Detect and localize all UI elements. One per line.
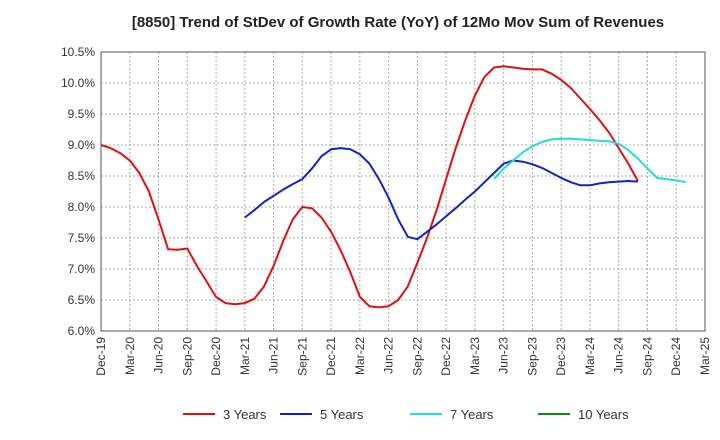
y-tick-label: 9.5% bbox=[68, 107, 96, 121]
x-tick-label: Mar-24 bbox=[583, 337, 597, 375]
grid-lines bbox=[100, 51, 706, 332]
chart-title: [8850] Trend of StDev of Growth Rate (Yo… bbox=[132, 14, 664, 31]
legend-item-10-years: 10 Years bbox=[538, 407, 629, 422]
x-tick-label: Dec-20 bbox=[209, 337, 223, 376]
x-tick-label: Dec-19 bbox=[94, 337, 108, 376]
x-tick-label: Jun-21 bbox=[267, 337, 281, 374]
x-tick-label: Mar-23 bbox=[468, 337, 482, 375]
legend: 3 Years 5 Years 7 Years 10 Years bbox=[183, 407, 629, 422]
x-tick-label: Sep-24 bbox=[640, 337, 654, 376]
x-tick-label: Dec-23 bbox=[554, 337, 568, 376]
y-tick-label: 7.0% bbox=[68, 262, 96, 276]
plot-area-border bbox=[100, 51, 706, 332]
x-tick-label: Mar-25 bbox=[698, 337, 712, 375]
x-tick-label: Mar-22 bbox=[353, 337, 367, 375]
legend-label: 5 Years bbox=[320, 407, 364, 422]
y-tick-label: 10.0% bbox=[61, 76, 95, 90]
x-tick-label: Sep-20 bbox=[180, 337, 194, 376]
series-line-5-years bbox=[244, 147, 638, 241]
x-tick-label: Dec-22 bbox=[439, 337, 453, 376]
x-tick-label: Mar-21 bbox=[238, 337, 252, 375]
series-line-3-years bbox=[100, 65, 639, 309]
x-tick-label: Sep-22 bbox=[410, 337, 424, 376]
legend-item-7-years: 7 Years bbox=[410, 407, 494, 422]
x-tick-label: Sep-21 bbox=[295, 337, 309, 376]
x-tick-label: Dec-24 bbox=[669, 337, 683, 376]
y-tick-label: 9.0% bbox=[68, 138, 96, 152]
x-tick-label: Sep-23 bbox=[525, 337, 539, 376]
legend-label: 7 Years bbox=[450, 407, 494, 422]
x-tick-label: Jun-22 bbox=[382, 337, 396, 374]
y-tick-label: 6.5% bbox=[68, 293, 96, 307]
x-axis-ticks: Dec-19 Mar-20 Jun-20 Sep-20 Dec-20 Mar-21 Jun-… bbox=[94, 337, 712, 376]
y-axis-ticks: 6.0% 6.5% 7.0% 7.5% 8.0% 8.5% 9.0% 9.5% 10.0% 10.… bbox=[61, 45, 95, 338]
legend-label: 3 Years bbox=[223, 407, 267, 422]
y-tick-label: 7.5% bbox=[68, 231, 96, 245]
x-tick-label: Dec-21 bbox=[324, 337, 338, 376]
y-tick-label: 8.5% bbox=[68, 169, 96, 183]
y-tick-label: 8.0% bbox=[68, 200, 96, 214]
x-tick-label: Mar-20 bbox=[123, 337, 137, 375]
legend-item-5-years: 5 Years bbox=[280, 407, 364, 422]
legend-item-3-years: 3 Years bbox=[183, 407, 267, 422]
x-tick-label: Jun-20 bbox=[152, 337, 166, 374]
series-line-7-years bbox=[493, 137, 686, 184]
series-lines bbox=[100, 65, 686, 309]
y-tick-label: 10.5% bbox=[61, 45, 95, 59]
x-tick-label: Jun-24 bbox=[612, 337, 626, 374]
legend-label: 10 Years bbox=[578, 407, 629, 422]
x-tick-label: Jun-23 bbox=[497, 337, 511, 374]
y-tick-label: 6.0% bbox=[68, 324, 96, 338]
